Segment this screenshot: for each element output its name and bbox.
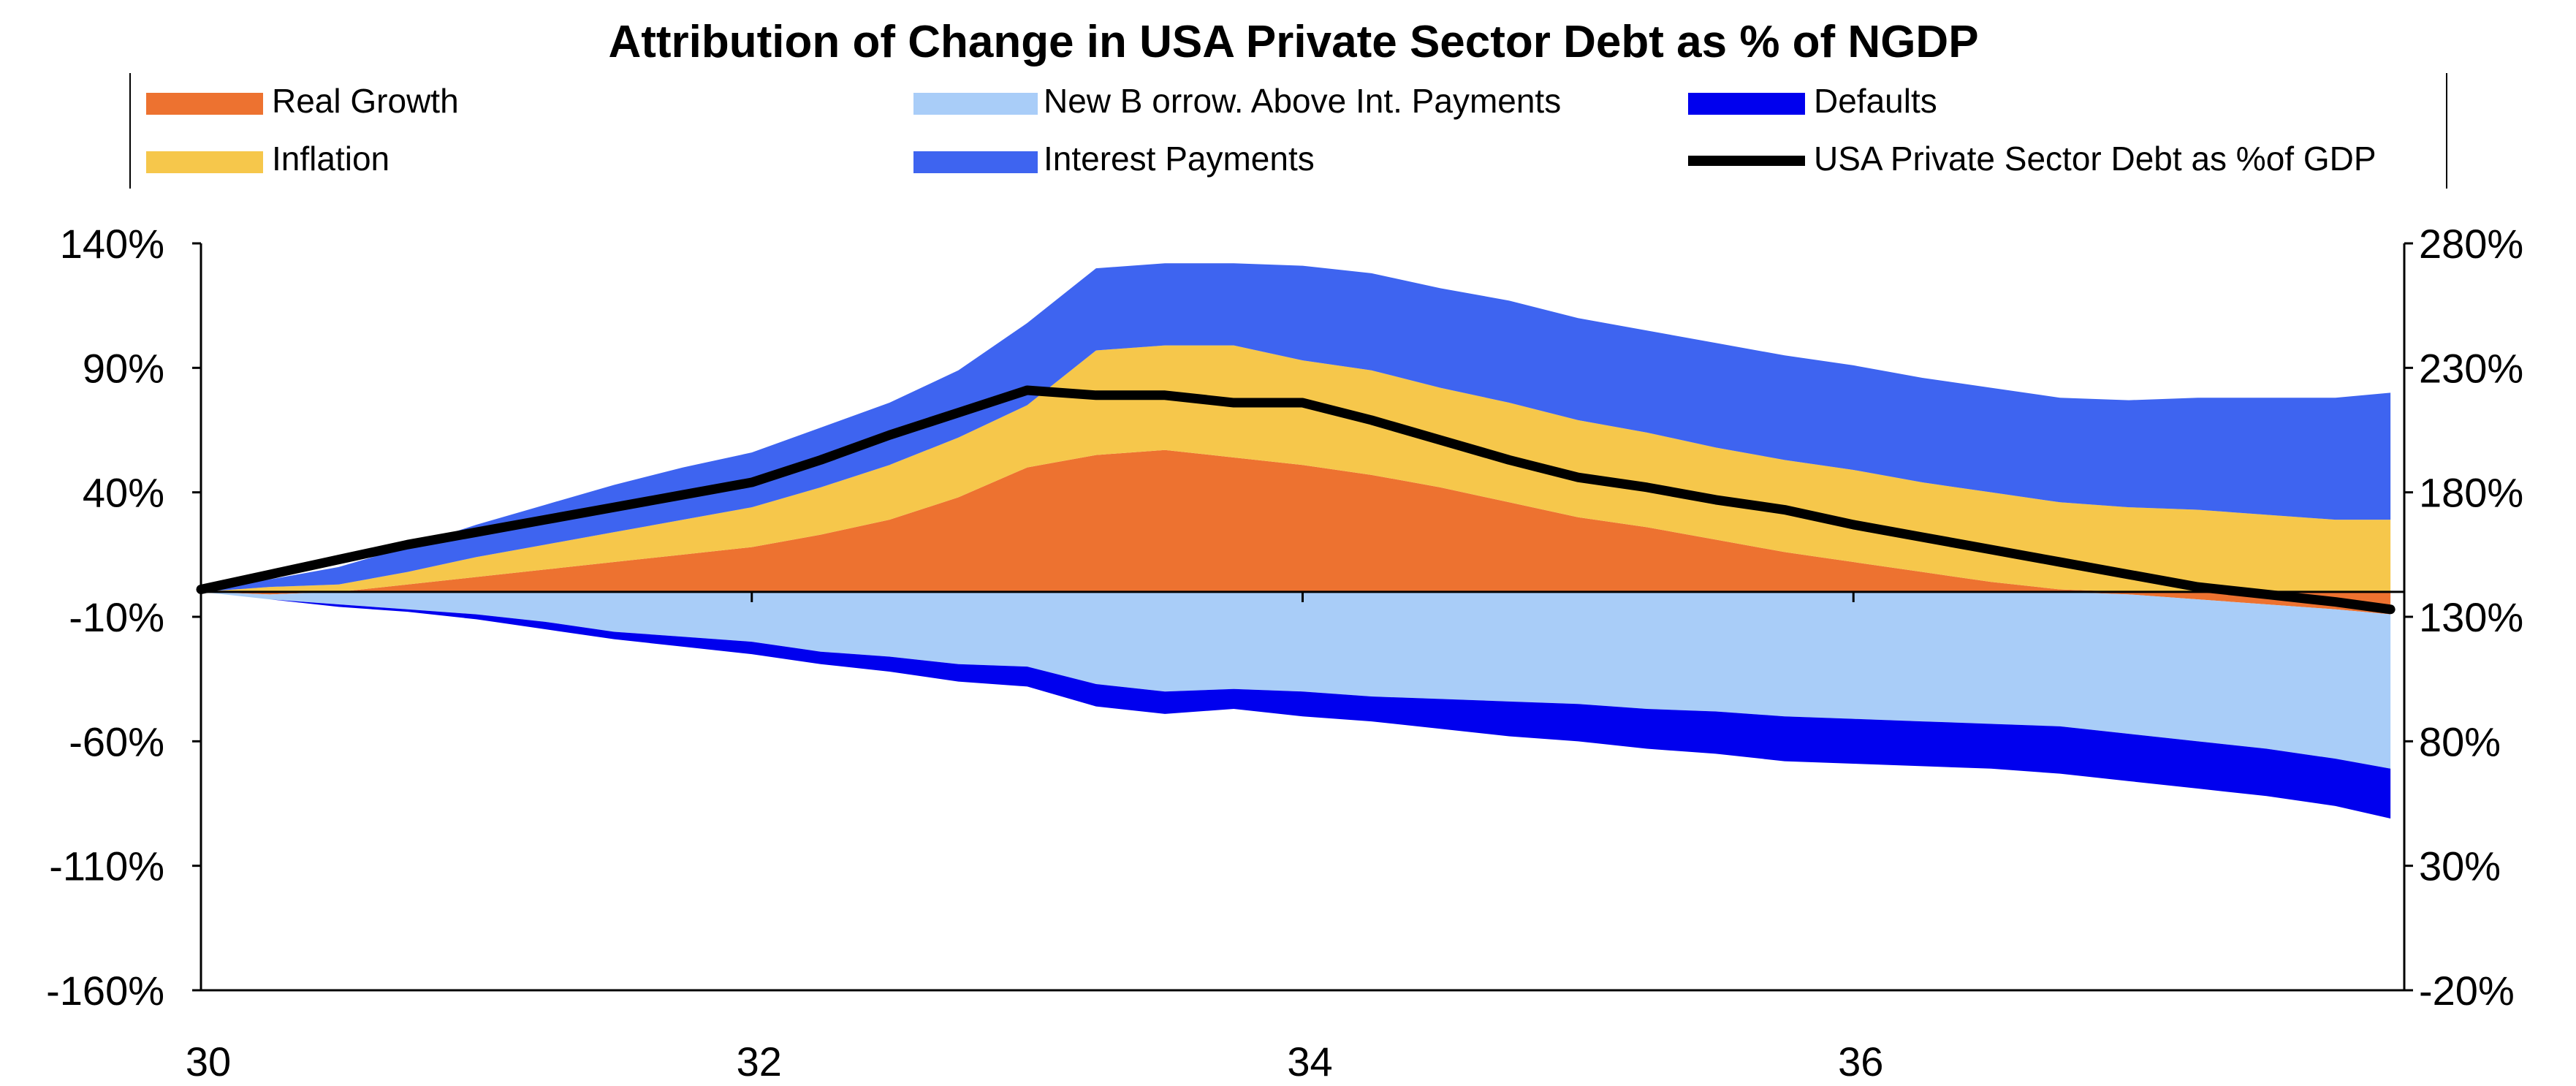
y-right-tick-label: 280% xyxy=(2419,221,2523,267)
chart-title: Attribution of Change in USA Private Sec… xyxy=(608,17,1978,67)
legend-label-new-borrow: New B orrow. Above Int. Payments xyxy=(1044,82,1561,120)
y-left-tick-label: -160% xyxy=(46,968,164,1014)
y-left-tick-label: 140% xyxy=(60,221,164,267)
legend: Real Growth Inflation New B orrow. Above… xyxy=(129,73,2447,189)
area-defaults xyxy=(201,591,2391,819)
y-left-tick-label: -60% xyxy=(69,718,164,764)
right-ticks: 280% 230% 180% 130% 80% 30% -20% xyxy=(2404,221,2523,1014)
x-tick-label: 36 xyxy=(1838,1038,1883,1085)
legend-swatch-defaults xyxy=(1688,93,1805,115)
legend-swatch-interest-payments xyxy=(913,151,1038,173)
x-tick-label: 30 xyxy=(186,1038,231,1085)
area-inflation xyxy=(201,345,2391,592)
x-tick-label: 32 xyxy=(737,1038,782,1085)
y-left-tick-label: -10% xyxy=(69,594,164,640)
left-ticks: 140% 90% 40% -10% -60% -110% -160% xyxy=(46,221,201,1014)
y-right-tick-label: -20% xyxy=(2419,968,2515,1014)
y-left-tick-label: 90% xyxy=(83,345,164,391)
legend-swatch-new-borrow xyxy=(913,93,1038,115)
legend-label-real-growth: Real Growth xyxy=(272,82,459,120)
legend-swatch-inflation xyxy=(146,151,263,173)
area-new-borrow xyxy=(201,591,2391,769)
debt-line-group xyxy=(196,385,2395,615)
x-ticks: 30 32 34 36 xyxy=(186,591,1883,1085)
line-debt-to-gdp xyxy=(196,385,2395,615)
area-real-growth-negative xyxy=(201,591,2391,615)
y-right-tick-label: 30% xyxy=(2419,843,2501,889)
y-right-tick-label: 180% xyxy=(2419,470,2523,516)
legend-label-debt-line: USA Private Sector Debt as %of GDP xyxy=(1814,140,2376,178)
legend-swatch-real-growth xyxy=(146,93,263,115)
area-series-group xyxy=(201,263,2391,819)
y-right-tick-label: 230% xyxy=(2419,345,2523,391)
area-real-growth xyxy=(201,449,2391,592)
y-right-tick-label: 130% xyxy=(2419,594,2523,640)
area-interest-payments xyxy=(201,263,2391,592)
y-left-tick-label: -110% xyxy=(49,843,164,889)
legend-label-defaults: Defaults xyxy=(1814,82,1937,120)
legend-label-interest-payments: Interest Payments xyxy=(1044,140,1315,178)
legend-label-inflation: Inflation xyxy=(272,140,390,178)
y-right-tick-label: 80% xyxy=(2419,718,2501,764)
y-left-tick-label: 40% xyxy=(83,470,164,516)
x-tick-label: 34 xyxy=(1287,1038,1332,1085)
